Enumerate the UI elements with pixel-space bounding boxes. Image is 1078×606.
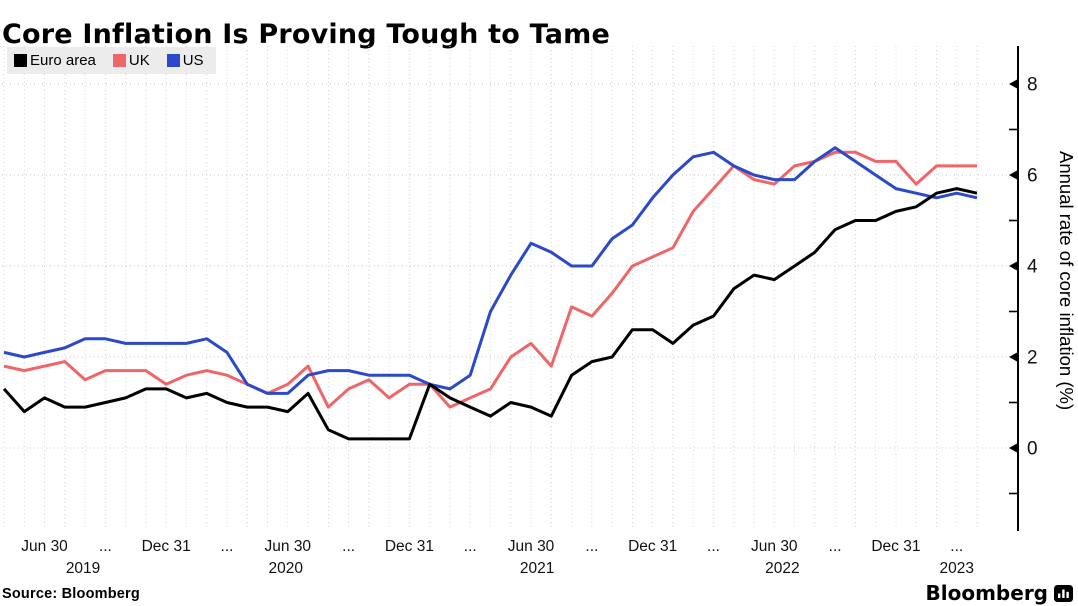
y-axis-major-tick [1009,79,1017,89]
y-axis-major-tick [1009,170,1017,180]
x-year-label: 2019 [66,560,100,577]
x-tick-label: ... [342,538,355,555]
legend-item-euro-area: Euro area [14,53,96,68]
x-tick-label: ... [829,538,842,555]
bloomberg-wordmark: Bloomberg [926,581,1073,605]
x-tick-label: Jun 30 [265,538,312,555]
x-tick-label: Jun 30 [21,538,68,555]
y-tick-label: 6 [1027,166,1038,187]
chart-title: Core Inflation Is Proving Tough to Tame [2,19,610,51]
x-year-label: 2022 [765,560,799,577]
y-axis-major-tick [1009,352,1017,362]
legend-label-euro-area: Euro area [30,52,96,69]
y-tick-label: 4 [1027,257,1038,278]
y-axis-title: Annual rate of core inflation (%) [1056,151,1077,411]
x-tick-label: Dec 31 [385,538,434,555]
legend-swatch-euro-area [14,54,27,67]
x-tick-label: Dec 31 [628,538,677,555]
x-year-label: 2023 [939,560,973,577]
x-year-label: 2020 [269,560,304,577]
x-tick-label: ... [950,538,963,555]
x-tick-label: Dec 31 [871,538,920,555]
legend-label-uk: UK [128,52,150,69]
legend-item-us: US [166,52,204,69]
legend-swatch-us [166,54,180,67]
legend-label-us: US [182,52,204,69]
y-axis-major-tick [1009,443,1017,453]
x-tick-label: ... [585,538,598,555]
y-tick-label: 0 [1027,439,1038,460]
source-note: Source: Bloomberg [2,586,140,602]
y-axis-major-tick [1009,261,1017,271]
x-tick-label: Jun 30 [751,538,798,555]
y-tick-label: 2 [1027,348,1038,369]
x-tick-label: ... [464,538,477,555]
series-line-us [3,146,978,395]
x-tick-label: ... [707,538,720,555]
x-tick-label: ... [221,538,234,555]
legend-swatch-uk [112,54,126,67]
bloomberg-wordmark-text: Bloomberg [925,581,1048,605]
bloomberg-bar-chart-icon [1054,584,1073,602]
x-tick-label: Jun 30 [508,538,555,555]
series-line-euro-area [2,187,978,441]
legend: Euro area UK US [7,47,216,74]
x-year-label: 2021 [520,560,554,577]
y-tick-label: 8 [1027,75,1038,96]
legend-item-uk: UK [112,52,150,69]
x-tick-label: Dec 31 [142,538,191,555]
x-tick-label: ... [99,538,112,555]
